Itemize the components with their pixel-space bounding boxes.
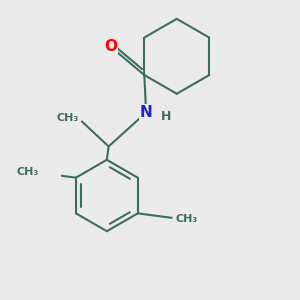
Text: N: N [140, 105, 152, 120]
Text: H: H [160, 110, 171, 123]
Text: O: O [104, 39, 117, 54]
Text: CH₃: CH₃ [56, 113, 78, 123]
Text: CH₃: CH₃ [16, 167, 38, 177]
Text: CH₃: CH₃ [175, 214, 197, 224]
